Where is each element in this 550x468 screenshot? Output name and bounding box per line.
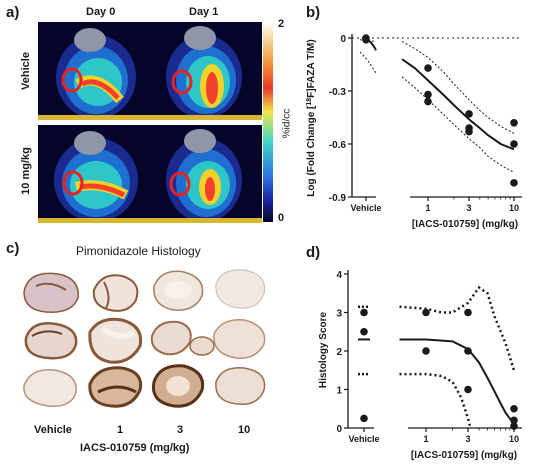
chart-b-ylabel: Log (Fold Change [18F]FAZA T/M) bbox=[306, 39, 318, 196]
chart-d-data-point bbox=[360, 308, 368, 317]
chart-d-ytick-label: 2 bbox=[336, 347, 342, 358]
tissue-1mgkg-1 bbox=[92, 274, 139, 312]
chart-b-ytick-label: -0.3 bbox=[329, 87, 347, 98]
chart-d-xtick-label: 3 bbox=[465, 434, 470, 444]
tissue-3mgkg-1 bbox=[153, 270, 204, 311]
tissue-10mgkg-1 bbox=[215, 269, 266, 309]
roi-circle-10mgkg-day1 bbox=[169, 171, 191, 197]
pet-image-vehicle-day0 bbox=[38, 22, 154, 120]
chart-b-ytick-label: 0 bbox=[340, 34, 346, 45]
chart-d-data-point bbox=[422, 308, 430, 317]
tissue-1mgkg-2 bbox=[88, 317, 143, 364]
chart-d-data-point bbox=[360, 414, 368, 423]
chart-b-xlabel: [IACS-010759] (mg/kg) bbox=[412, 219, 518, 230]
chart-d-data-point bbox=[360, 327, 368, 336]
chart-d-xtick-label: 1 bbox=[423, 434, 428, 444]
pet-image-vehicle-day1 bbox=[146, 22, 262, 120]
panel-b-letter: b) bbox=[306, 4, 321, 21]
chart-d-ci-lower bbox=[399, 372, 472, 429]
chart-d-data-point bbox=[464, 308, 472, 317]
histology-title: Pimonidazole Histology bbox=[76, 244, 201, 258]
chart-b-data-point bbox=[465, 127, 473, 136]
chart-d-ytick-label: 3 bbox=[336, 309, 342, 320]
tissue-10mgkg-2 bbox=[213, 319, 266, 359]
chart-b-data-point bbox=[424, 97, 432, 106]
chart-b-data-point bbox=[424, 64, 432, 72]
chart-d-xtick-label: Vehicle bbox=[348, 434, 379, 444]
tissue-vehicle-1 bbox=[23, 272, 79, 313]
chart-b-ci-upper bbox=[401, 41, 515, 134]
tissue-10mgkg-3 bbox=[215, 367, 266, 405]
col-label-day0: Day 0 bbox=[86, 6, 116, 18]
tissue-3mgkg-3 bbox=[151, 364, 205, 408]
chart-d-data-point bbox=[510, 416, 518, 425]
panel-d-letter: d) bbox=[306, 244, 321, 261]
histology-col-3: 3 bbox=[177, 424, 184, 436]
chart-b-data-point bbox=[510, 179, 518, 187]
chart-d-ylabel: Histology Score bbox=[318, 312, 329, 389]
histology-xlabel: IACS-010759 (mg/kg) bbox=[80, 442, 190, 454]
chart-d-data-point bbox=[464, 347, 472, 355]
histology-col-1: 1 bbox=[117, 424, 124, 436]
chart-d-xlabel: [IACS-010759] (mg/kg) bbox=[411, 450, 517, 461]
chart-b-data-point bbox=[510, 140, 518, 148]
chart-b-data-point bbox=[362, 35, 370, 44]
chart-d-ytick-label: 0 bbox=[336, 424, 342, 435]
panel-a-letter: a) bbox=[6, 4, 20, 21]
chart-b-xtick-label: 1 bbox=[425, 203, 430, 213]
chart-b-data-point bbox=[465, 110, 473, 118]
chart-b-xtick-label: 10 bbox=[509, 203, 519, 213]
tissue-3mgkg-2 bbox=[150, 320, 215, 356]
panel-c-letter: c) bbox=[6, 240, 20, 257]
chart-d: Histology Score 0 1 2 3 4 Vehicle 1 3 10 [IACS-01… bbox=[318, 270, 522, 461]
pet-image-10mgkg-day1 bbox=[146, 125, 262, 223]
colorbar-unit-label: %id/cc bbox=[281, 108, 293, 139]
tissue-vehicle-2 bbox=[24, 322, 78, 360]
chart-b-data-point bbox=[510, 119, 518, 127]
roi-circles bbox=[61, 67, 193, 197]
chart-d-xtick-label: 10 bbox=[509, 434, 519, 444]
chart-b: Log (Fold Change [18F]FAZA T/M) 0 -0.3 -0.… bbox=[306, 34, 522, 230]
histology-grid bbox=[23, 269, 266, 408]
chart-d-data-point bbox=[464, 385, 472, 394]
chart-b-ytick-label: -0.6 bbox=[329, 140, 347, 151]
chart-b-xtick-label: Vehicle bbox=[350, 203, 381, 213]
chart-b-ytick-label: -0.9 bbox=[329, 193, 347, 204]
col-label-day1: Day 1 bbox=[189, 6, 219, 18]
chart-d-data-point bbox=[510, 422, 518, 430]
chart-d-ytick-label: 1 bbox=[336, 386, 342, 397]
chart-d-ci-upper bbox=[399, 285, 516, 371]
roi-circle-vehicle-day1 bbox=[171, 69, 193, 95]
chart-d-ytick-label: 4 bbox=[336, 270, 342, 281]
chart-d-data-point bbox=[422, 347, 430, 355]
roi-circle-10mgkg-day0 bbox=[62, 170, 84, 196]
chart-b-ci-lower bbox=[401, 76, 515, 173]
tissue-1mgkg-3 bbox=[88, 366, 143, 408]
chart-b-data-point bbox=[424, 90, 432, 99]
colorbar bbox=[263, 22, 273, 222]
histology-col-vehicle: Vehicle bbox=[34, 424, 72, 436]
chart-d-fit-line bbox=[399, 338, 515, 425]
pet-image-10mgkg-day0 bbox=[38, 125, 154, 223]
histology-col-10: 10 bbox=[238, 424, 251, 436]
chart-d-data-point bbox=[510, 404, 518, 413]
tissue-vehicle-3 bbox=[23, 369, 77, 407]
chart-b-xtick-label: 3 bbox=[467, 203, 472, 213]
colorbar-min-label: 0 bbox=[278, 212, 285, 224]
chart-b-vehicle-ci-lower bbox=[359, 51, 377, 74]
chart-b-fit-line bbox=[401, 58, 515, 151]
roi-circle-vehicle-day0 bbox=[61, 67, 83, 93]
colorbar-max-label: 2 bbox=[278, 18, 285, 30]
